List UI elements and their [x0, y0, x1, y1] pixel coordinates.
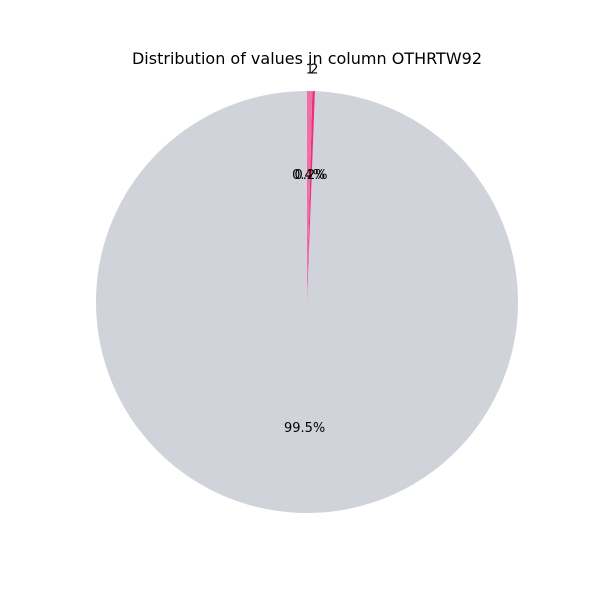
pie-labels: 99.5% 2 0.2% 1 0.4% — [284, 62, 328, 436]
pie-slices — [95, 91, 519, 513]
chart-title: Distribution of values in column OTHRTW9… — [132, 49, 482, 68]
pie-slice-2 — [307, 91, 313, 302]
slice-label-1: 2 — [310, 63, 318, 78]
pct-label-1: 0.2% — [294, 168, 327, 183]
pie-slice-1 — [307, 91, 315, 303]
pct-label-0: 99.5% — [284, 421, 325, 436]
slice-label-2: 1 — [306, 62, 314, 77]
pct-label-2: 0.4% — [292, 168, 325, 183]
